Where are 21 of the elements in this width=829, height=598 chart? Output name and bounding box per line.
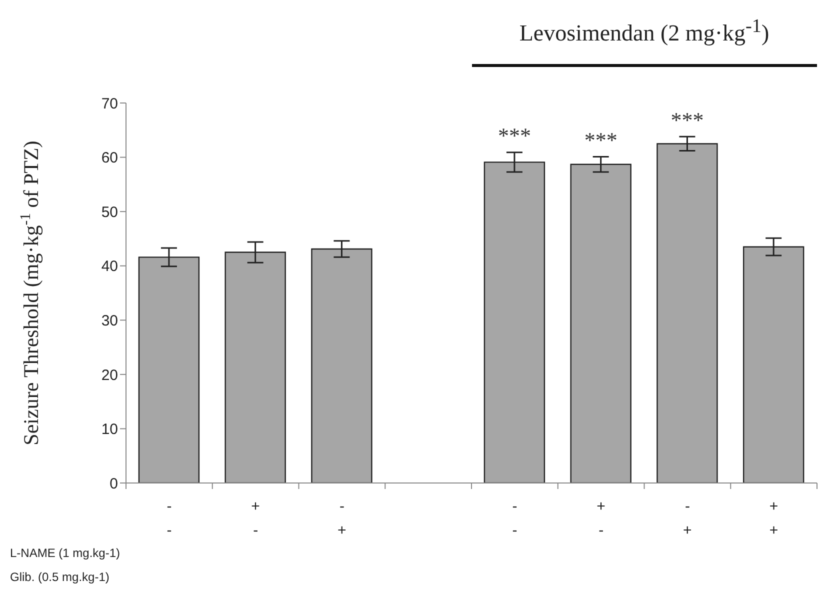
y-tick-label: 70 [101, 95, 118, 112]
x-tick-label: - + [338, 498, 347, 539]
x-tick-label: + - [251, 498, 260, 539]
y-tick-label: 60 [101, 150, 118, 167]
data-label: *** [584, 128, 618, 153]
x-tick-label: - - [512, 498, 518, 539]
x-tick-label: + - [596, 498, 606, 539]
x-tick-label: - + [683, 498, 692, 539]
text: Glib. (0.5 mg.kg-1) [10, 570, 110, 584]
x-tick-label: - - [166, 498, 172, 539]
x-tick-label: + + [769, 498, 778, 539]
data-label: *** [670, 108, 704, 133]
y-tick-label: 50 [101, 204, 118, 221]
y-tick-label: 30 [101, 312, 118, 330]
text: L-NAME (1 mg.kg-1) [10, 546, 120, 560]
y-tick-label: 10 [101, 421, 118, 438]
data-label: *** [498, 122, 531, 148]
y-tick-label: 40 [101, 258, 118, 276]
y-tick-label: 0 [110, 475, 118, 492]
y-tick-label: 20 [101, 366, 118, 384]
text: Levosimendan (2 mg·kg$^{-1}$) [518, 16, 770, 47]
